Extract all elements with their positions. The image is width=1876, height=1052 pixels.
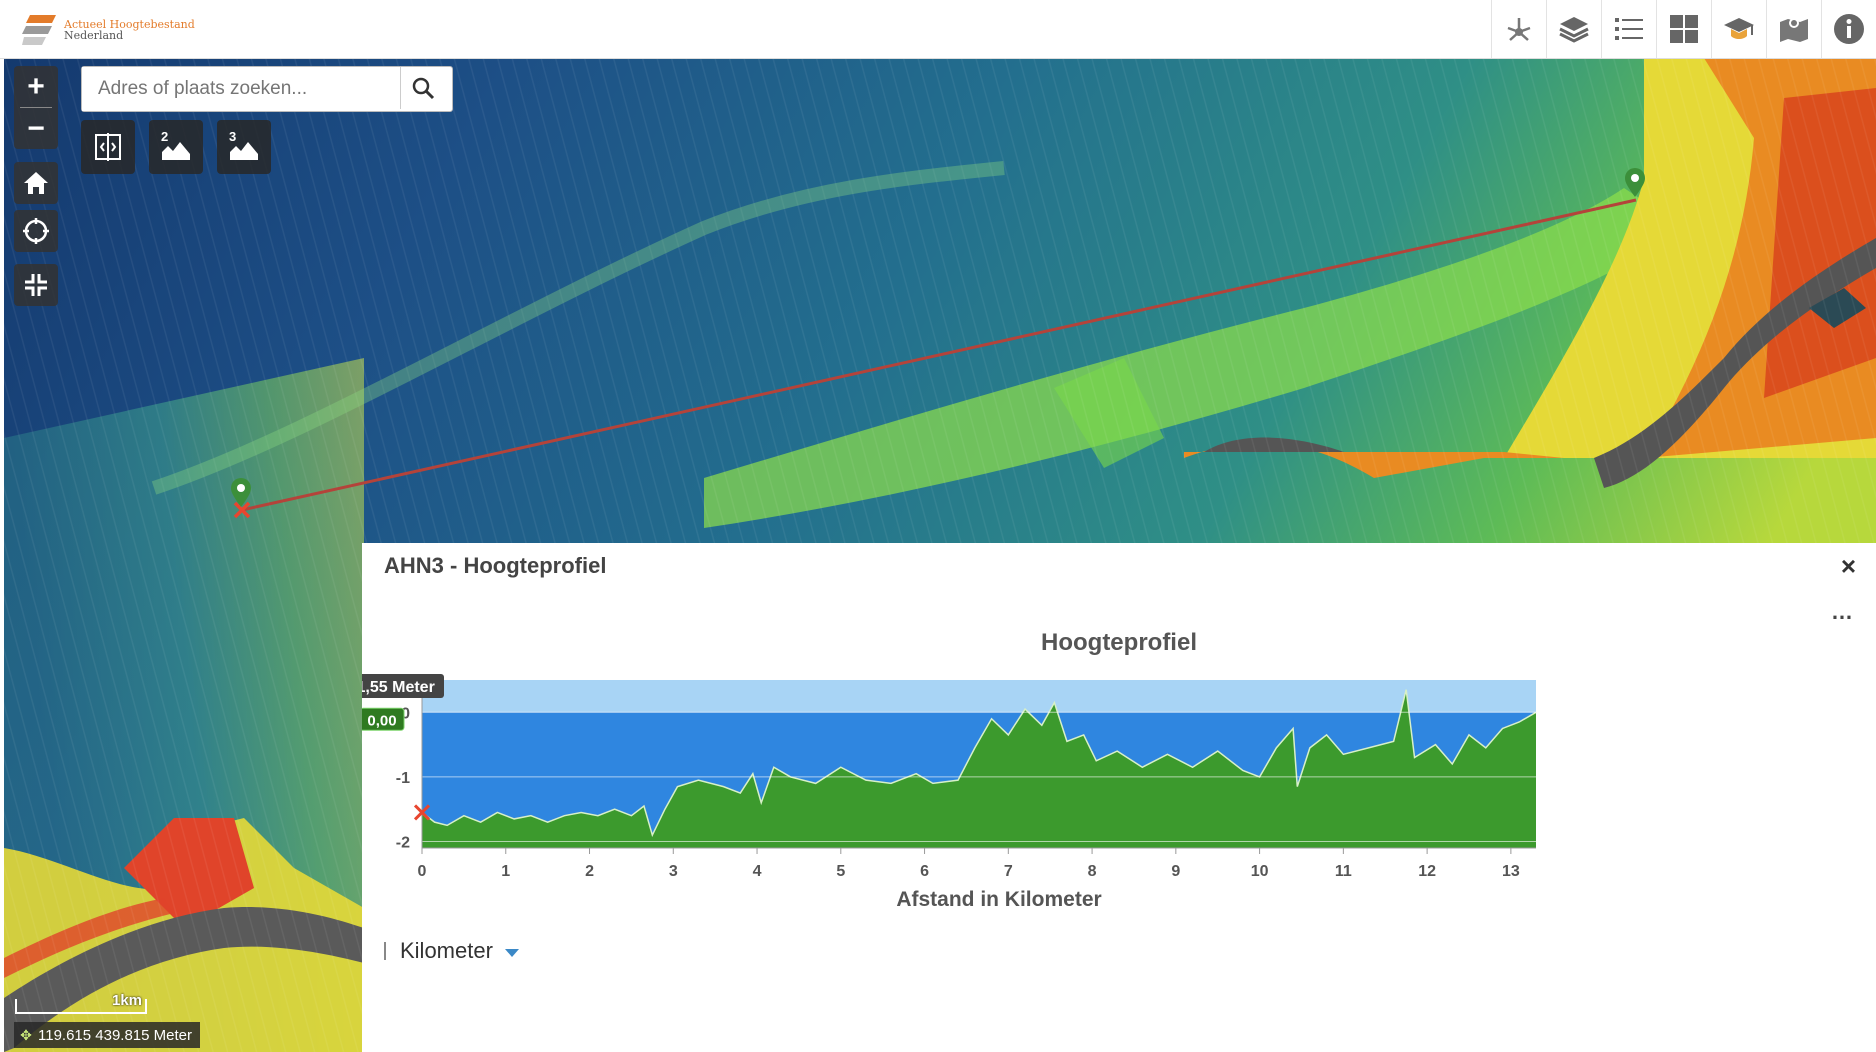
info-button[interactable] [1821,0,1876,58]
terrain-3d-label: 3 [229,129,237,144]
unit-label: Kilometer [400,938,493,963]
chart-band-above-zero [422,680,1536,713]
unit-divider [384,942,386,960]
zoom-out-button[interactable]: − [27,111,45,145]
scale-label: 1km [112,992,143,1009]
chart-title: Hoogteprofiel [1041,629,1197,656]
chart-start-marker [413,804,431,821]
terrain-2d-button[interactable]: 2 [149,120,203,174]
close-button[interactable]: × [1840,551,1856,581]
end-pin-icon[interactable] [1624,168,1646,198]
y-tick-label: 0 [401,705,410,722]
home-icon [24,172,48,194]
education-button[interactable] [1711,0,1766,58]
coordinate-readout: ✥ 119.615 439.815 Meter [14,1022,201,1048]
logo-line-1: Actueel Hoogtebestand [64,18,195,31]
zoom-control: + − [14,66,58,149]
tooltip-box [362,674,444,698]
x-tick-label: 8 [1088,863,1097,880]
search-input[interactable] [82,67,400,111]
panel-title: AHN3 - Hoogteprofiel [384,553,607,578]
logo[interactable]: Actueel Hoogtebestand Nederland [22,10,195,50]
x-tick-label: 6 [920,863,929,880]
legend-button[interactable] [1601,0,1656,58]
info-icon [1834,14,1864,44]
zero-marker-value: 0,00 [367,712,396,729]
x-tick-label: 0 [418,863,427,880]
chart-menu-button[interactable]: … [1831,599,1854,624]
x-tick-label: 2 [585,863,594,880]
grid-button[interactable] [1656,0,1711,58]
education-icon [1724,18,1754,39]
crosshair-icon [23,218,49,244]
x-tick-label: 5 [836,863,845,880]
x-tick-label: 9 [1171,863,1180,880]
locate-button[interactable] [14,210,58,252]
search-button[interactable] [400,67,445,109]
coordinate-value: 119.615 439.815 Meter [38,1026,193,1044]
start-pin-icon[interactable] [230,478,252,508]
y-tick-label: -1 [396,770,410,787]
x-axis-label: Afstand in Kilometer [896,888,1101,911]
profile-line [241,198,1637,512]
toolbar [1491,0,1876,58]
elevation-area [422,689,1536,848]
x-tick-label: 12 [1418,863,1436,880]
x-tick-label: 3 [669,863,678,880]
profile-start-marker [233,501,251,519]
ahn-logo-icon [22,15,56,45]
list-icon [1615,18,1643,40]
move-icon [1507,18,1531,41]
logo-line-2: Nederland [64,29,124,42]
fullscreen-exit-button[interactable] [14,264,58,306]
x-tick-label: 10 [1251,863,1269,880]
elevation-line [421,689,1537,838]
x-tick-label: 1 [501,863,510,880]
move-button[interactable] [1491,0,1546,58]
search-icon [412,77,435,100]
split-view-button[interactable] [81,120,135,174]
map-location-button[interactable] [1766,0,1821,58]
unit-selector[interactable]: Kilometer [384,938,519,964]
tooltip-value: -1,55 Meter [362,679,435,696]
grid-icon [1670,15,1698,43]
x-tick-label: 4 [753,863,762,880]
zoom-in-button[interactable]: + [27,69,45,103]
compress-icon [25,274,47,296]
search-box [81,66,453,112]
terrain-2d-label: 2 [161,129,169,144]
x-tick-label: 11 [1335,863,1352,880]
terrain-3d-button[interactable]: 3 [217,120,271,174]
x-tick-label: 13 [1502,863,1520,880]
chevron-down-icon [504,948,519,957]
map-location-icon [1780,18,1808,42]
home-button[interactable] [14,162,58,204]
terrain-3d-icon [230,142,258,160]
terrain-2d-icon [162,142,190,160]
split-view-icon [95,133,121,161]
profile-panel: AHN3 - Hoogteprofiel × … Hoogteprofiel -… [362,543,1876,1052]
x-tick-label: 7 [1004,863,1013,880]
layers-button[interactable] [1546,0,1601,58]
coordinate-icon: ✥ [20,1026,32,1043]
zero-marker-box [362,707,405,731]
scale-bar: 1km [14,992,154,1022]
y-tick-label: -2 [396,835,410,852]
top-bar: Actueel Hoogtebestand Nederland [0,0,1876,59]
layers-icon [1559,17,1589,43]
